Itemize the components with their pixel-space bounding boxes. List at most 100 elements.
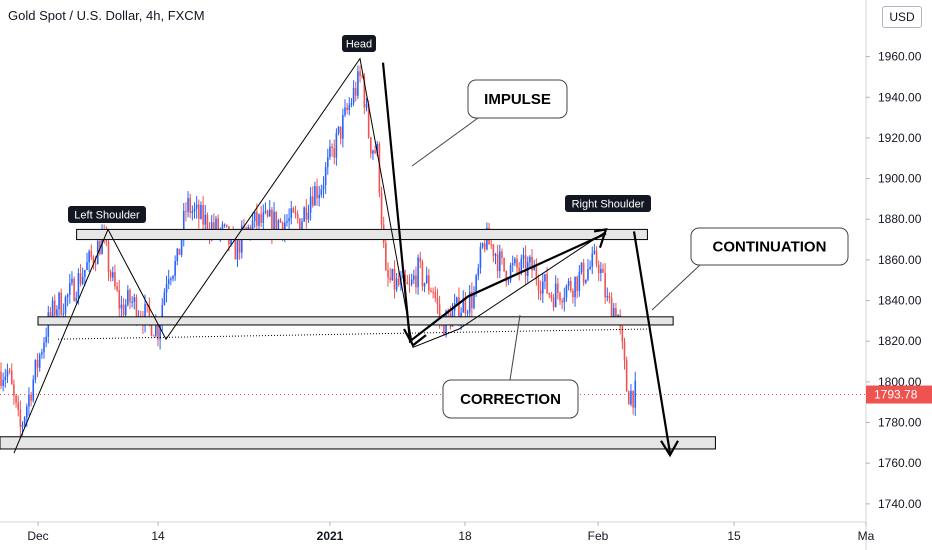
candle-body [204,214,207,225]
candle-body [32,379,35,401]
candle-body [572,290,574,298]
candle-body [404,274,406,282]
candle-body [187,197,189,212]
candle-body [51,300,54,318]
candle-body [378,143,381,193]
candle-body [514,258,516,264]
candle-body [279,220,282,223]
candle-body [15,395,17,403]
candle-body [410,279,413,285]
candle-body [131,301,133,303]
candle-body [116,286,118,291]
candle-body [236,236,239,260]
zones [0,228,716,450]
left-shoulder-tag-label: Left Shoulder [74,210,140,222]
candle-body [167,279,170,284]
candle-body [161,305,164,324]
candle-body [286,221,288,223]
candle-body [148,304,151,318]
candle-body [75,297,78,301]
impulse-label: IMPULSE [484,91,551,108]
x-tick-label: 18 [458,529,472,543]
candle-body [301,221,303,231]
candle-body [337,126,340,134]
candle-body [501,251,503,258]
zone-rect [76,228,648,241]
impulse-arrow [381,62,607,344]
candle-body [53,300,56,316]
candle-body [389,277,391,280]
candle-body [217,218,219,233]
candle-body [81,276,84,285]
candle-body [516,258,518,268]
candle-body [479,247,482,269]
last-price-tag [866,385,932,404]
impulse-arrowhead [403,328,427,347]
impulse-box [467,79,568,119]
candle-body [628,391,630,405]
candle-body [88,251,90,263]
candle-body [483,243,486,250]
y-tick-label: 1860.00 [878,253,922,267]
candle-body [563,297,566,303]
candle-body [79,273,82,285]
continuation-arrowhead [660,440,679,458]
right-shoulder-tag [565,195,651,212]
candle-body [458,297,460,322]
candle-body [615,308,617,320]
candle-body [271,209,273,235]
candle-body [4,376,7,380]
candle-body [174,261,176,276]
candle-body [268,209,271,217]
candle-body [397,278,400,285]
candle-body [421,262,424,287]
candle-body [434,292,437,298]
candle-body [475,275,477,294]
candle-body [608,295,611,299]
candle-body [253,211,256,221]
x-tick-label: Dec [27,529,48,543]
candle-body [587,268,589,280]
candle-body [548,293,551,296]
correction-arrowhead [593,228,608,249]
candle-body [600,268,602,274]
candle-body [567,280,570,286]
candle-body [507,280,510,282]
candle-body [481,243,484,248]
candle-body [367,104,370,138]
annotations: IMPULSE CONTINUATION CORRECTION Head Left Sh… [0,35,866,458]
candle-body [574,276,576,298]
candle-body [408,284,411,286]
candle-body [342,115,344,139]
candle-body [129,290,131,303]
candle-body [597,264,600,274]
candle-body [247,226,250,231]
candle-body [505,270,508,282]
candle-body [307,212,310,220]
candle-body [109,271,112,278]
candle-body [189,197,191,214]
candle-body [251,220,254,235]
candle-body [621,326,624,342]
currency-button[interactable]: USD [882,6,922,28]
candle-body [165,283,168,293]
candle-body [324,167,327,186]
y-tick-label: 1960.00 [878,50,922,64]
y-tick-label: 1900.00 [878,172,922,186]
y-tick-label: 1840.00 [878,294,922,308]
candle-body [550,295,553,298]
candle-body [535,266,538,281]
candle-body [193,208,196,212]
candle-body [120,304,123,309]
candle-body [518,267,520,272]
candle-body [348,104,351,111]
candle-body [86,262,88,270]
candle-body [591,253,594,267]
candle-body [559,292,561,301]
candle-body [576,276,578,291]
candle-body [223,224,226,226]
candle-body [589,266,591,269]
y-tick-label: 1940.00 [878,90,922,104]
x-tick-label: Ma [858,529,875,543]
